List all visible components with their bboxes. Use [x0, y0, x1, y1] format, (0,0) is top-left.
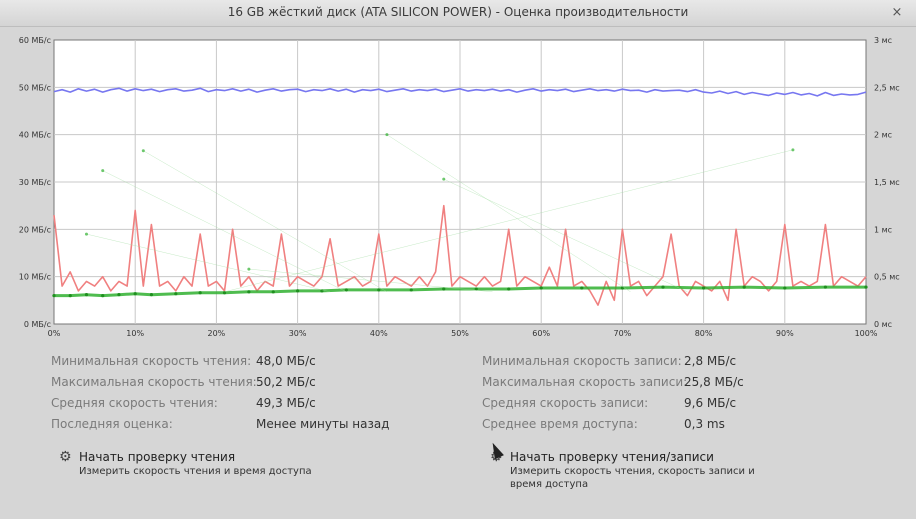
access-outlier-point: [247, 267, 251, 271]
start-read-benchmark-title: Начать проверку чтения: [79, 450, 236, 464]
last-benchmark-label: Последняя оценка:: [51, 417, 173, 431]
min-write-label: Минимальная скорость записи:: [482, 354, 682, 368]
y-right-tick-label: 1,5 мс: [874, 178, 900, 187]
avg-access-value: 0,3 ms: [684, 417, 725, 431]
max-read-value: 50,2 МБ/с: [256, 375, 316, 389]
x-tick-label: 100%: [855, 329, 878, 338]
access-point: [174, 292, 178, 296]
access-point: [344, 288, 348, 292]
access-outlier-point: [101, 169, 105, 173]
start-read-benchmark-desc: Измерить скорость чтения и время доступа: [79, 466, 312, 477]
read-series-line: [53, 87, 867, 97]
x-tick-label: 30%: [289, 329, 307, 338]
access-point: [222, 291, 227, 295]
y-left-tick-label: 0 МБ/с: [24, 320, 51, 329]
avg-write-value: 9,6 МБ/с: [684, 396, 737, 410]
access-point: [149, 293, 154, 297]
min-write-value: 2,8 МБ/с: [684, 354, 737, 368]
start-readwrite-benchmark-desc-line1: Измерить скорость чтения, скорость запис…: [510, 466, 755, 477]
max-read-label: Максимальная скорость чтения:: [51, 375, 257, 389]
gear-icon: ⚙: [490, 449, 503, 465]
y-left-tick-label: 50 МБ/с: [19, 83, 51, 92]
access-outlier-trace: [248, 268, 493, 293]
gear-icon: ⚙: [59, 449, 72, 465]
min-read-label: Минимальная скорость чтения:: [51, 354, 252, 368]
write-series-line: [53, 204, 867, 306]
access-point: [271, 290, 275, 294]
access-point: [620, 286, 625, 290]
access-point: [823, 285, 828, 289]
start-readwrite-benchmark-button[interactable]: ⚙ Начать проверку чтения/записи Измерить…: [490, 450, 780, 494]
access-point: [474, 287, 478, 291]
access-point: [296, 289, 300, 293]
y-left-tick-label: 20 МБ/с: [19, 225, 51, 234]
access-point: [580, 286, 584, 290]
start-readwrite-benchmark-title: Начать проверку чтения/записи: [510, 450, 714, 464]
access-point: [247, 290, 251, 294]
access-outlier-trace: [386, 134, 631, 293]
access-outlier-trace: [143, 150, 388, 293]
y-left-tick-label: 60 МБ/с: [19, 36, 51, 45]
access-outlier-point: [442, 177, 446, 181]
access-point: [783, 286, 787, 290]
access-outlier-point: [141, 149, 145, 153]
max-write-value: 25,8 МБ/с: [684, 375, 744, 389]
access-point: [133, 292, 137, 296]
access-point: [52, 294, 56, 298]
y-right-tick-label: 0,5 мс: [874, 273, 900, 282]
x-tick-label: 90%: [776, 329, 794, 338]
title-bar: 16 GB жёсткий диск (ATA SILICON POWER) -…: [0, 0, 916, 27]
y-left-tick-label: 30 МБ/с: [19, 178, 51, 187]
access-point: [702, 286, 706, 290]
avg-read-value: 49,3 МБ/с: [256, 396, 316, 410]
access-point: [661, 285, 665, 289]
y-left-tick-label: 10 МБ/с: [19, 273, 51, 282]
access-point: [409, 288, 413, 292]
x-tick-label: 60%: [532, 329, 550, 338]
start-read-benchmark-button[interactable]: ⚙ Начать проверку чтения Измерить скорос…: [59, 450, 359, 482]
min-read-value: 48,0 МБ/с: [256, 354, 316, 368]
y-right-tick-label: 3 мс: [874, 36, 892, 45]
access-outlier-trace: [224, 149, 793, 293]
y-left-tick-label: 40 МБ/с: [19, 131, 51, 140]
x-tick-label: 20%: [208, 329, 226, 338]
x-tick-label: 10%: [126, 329, 144, 338]
access-point: [507, 287, 511, 291]
y-right-tick-label: 2,5 мс: [874, 83, 900, 92]
y-right-tick-label: 2 мс: [874, 131, 892, 140]
close-button[interactable]: ×: [891, 5, 903, 20]
access-outlier-trace: [443, 178, 688, 293]
access-outlier-point: [385, 133, 389, 137]
x-tick-label: 50%: [451, 329, 469, 338]
access-point: [539, 286, 543, 290]
last-benchmark-value: Менее минуты назад: [256, 417, 390, 431]
x-tick-label: 40%: [370, 329, 388, 338]
access-point: [84, 293, 89, 297]
x-tick-label: 80%: [695, 329, 713, 338]
x-tick-label: 70%: [614, 329, 632, 338]
access-point: [117, 293, 121, 297]
access-outlier-point: [791, 148, 795, 152]
avg-read-label: Средняя скорость чтения:: [51, 396, 218, 410]
x-tick-label: 0%: [48, 329, 61, 338]
access-point: [101, 294, 105, 298]
access-point: [377, 288, 381, 292]
access-point: [864, 285, 868, 289]
access-outlier-point: [84, 232, 88, 236]
avg-access-label: Среднее время доступа:: [482, 417, 638, 431]
access-point: [198, 291, 202, 295]
benchmark-chart: 0% 10% 20% 30% 40% 50% 60% 70% 80% 90% 100% 0 МБ/с 1…: [19, 36, 900, 338]
start-readwrite-benchmark-desc: Измерить скорость чтения, скорость запис…: [510, 465, 755, 491]
access-point: [742, 285, 746, 289]
access-point: [68, 294, 72, 298]
avg-write-label: Средняя скорость записи:: [482, 396, 649, 410]
access-point: [442, 287, 446, 291]
y-right-tick-label: 0 мс: [874, 320, 892, 329]
y-right-tick-label: 1 мс: [874, 225, 892, 234]
start-readwrite-benchmark-desc-line2: время доступа: [510, 479, 589, 490]
window-title: 16 GB жёсткий диск (ATA SILICON POWER) -…: [227, 5, 689, 19]
max-write-label: Максимальная скорость записи:: [482, 375, 688, 389]
access-outlier-trace: [86, 233, 331, 293]
